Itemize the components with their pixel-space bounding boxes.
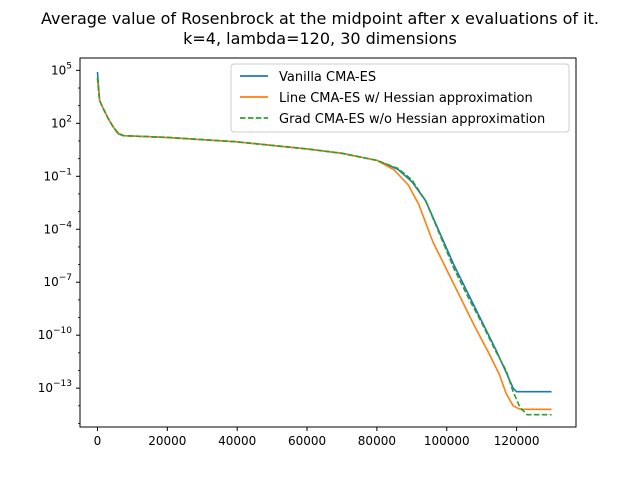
plot-frame — [79, 57, 577, 428]
y-tick-label: 10−13 — [38, 379, 72, 395]
x-axis: 0 20000 40000 60000 80000 100000 120000 — [94, 427, 540, 448]
legend: Vanilla CMA-ES Line CMA-ES w/ Hessian app… — [230, 63, 570, 133]
y-tick-label: 105 — [51, 61, 72, 77]
legend-label-3: Grad CMA-ES w/o Hessian approximation — [279, 112, 545, 127]
x-tick-label: 0 — [94, 434, 102, 448]
chart-title-line2: k=4, lambda=120, 30 dimensions — [183, 29, 457, 48]
series-line-3 — [96, 77, 552, 416]
y-tick-label: 10−7 — [43, 273, 72, 289]
y-tick-label: 10−1 — [43, 167, 72, 183]
chart-title-line1: Average value of Rosenbrock at the midpo… — [41, 9, 599, 28]
x-tick-label: 20000 — [148, 434, 186, 448]
x-tick-label: 100000 — [424, 434, 470, 448]
y-tick-label: 10−4 — [43, 220, 72, 236]
x-tick-label: 40000 — [218, 434, 256, 448]
series-layer — [96, 72, 552, 416]
y-tick-label: 10−10 — [38, 326, 73, 342]
x-tick-label: 60000 — [288, 434, 326, 448]
legend-box — [230, 63, 570, 133]
y-axis: 105 102 10−1 10−4 10−7 10−10 10−13 — [38, 61, 80, 424]
y-tick-label: 102 — [51, 114, 72, 130]
x-tick-label: 80000 — [358, 434, 396, 448]
x-tick-label: 120000 — [494, 434, 540, 448]
legend-label-1: Vanilla CMA-ES — [279, 70, 376, 85]
legend-label-2: Line CMA-ES w/ Hessian approximation — [279, 91, 533, 106]
